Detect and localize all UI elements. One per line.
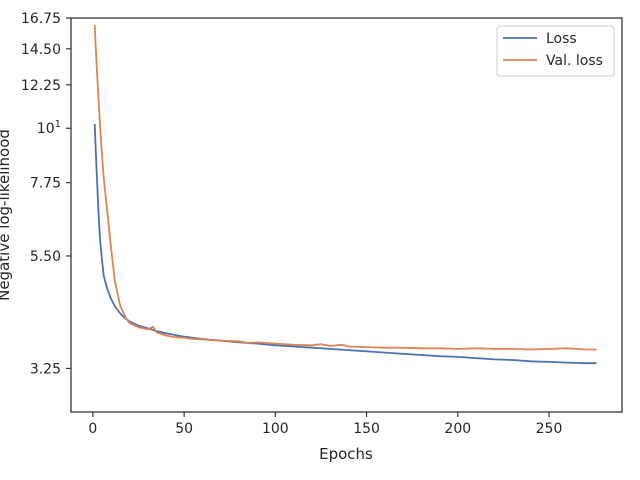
series-line-val-loss: [93, 25, 597, 351]
legend: Loss Val. loss: [496, 25, 615, 77]
y-tick-label: 14.50: [21, 42, 61, 58]
x-tick-label: 50: [175, 421, 193, 437]
x-tick-label: 100: [262, 421, 289, 437]
y-tick-label: 5.50: [30, 249, 61, 265]
x-tick-label: 150: [353, 421, 380, 437]
x-tick-label: 0: [88, 421, 97, 437]
y-tick-label: 16.75: [21, 11, 61, 27]
x-axis-ticks: 0 50 100 150 200 250: [88, 412, 562, 437]
x-tick-label: 200: [444, 421, 471, 437]
x-axis-label: Epochs: [319, 445, 373, 463]
series-lines: [93, 25, 597, 365]
y-axis-label: Negative log-likelihood: [0, 129, 13, 301]
y-tick-label: 3.25: [30, 361, 61, 377]
y-tick-label: 101: [37, 119, 61, 137]
series-line-loss: [93, 123, 597, 365]
legend-label-val-loss: Val. loss: [546, 53, 603, 69]
x-tick-label: 250: [536, 421, 563, 437]
y-axis-ticks: 16.75 14.50 12.25 101 7.75 5.50 3.25: [21, 11, 71, 377]
y-tick-label: 7.75: [30, 176, 61, 192]
legend-label-loss: Loss: [546, 31, 577, 47]
plot-area: [70, 17, 623, 413]
y-tick-label: 12.25: [21, 78, 61, 94]
